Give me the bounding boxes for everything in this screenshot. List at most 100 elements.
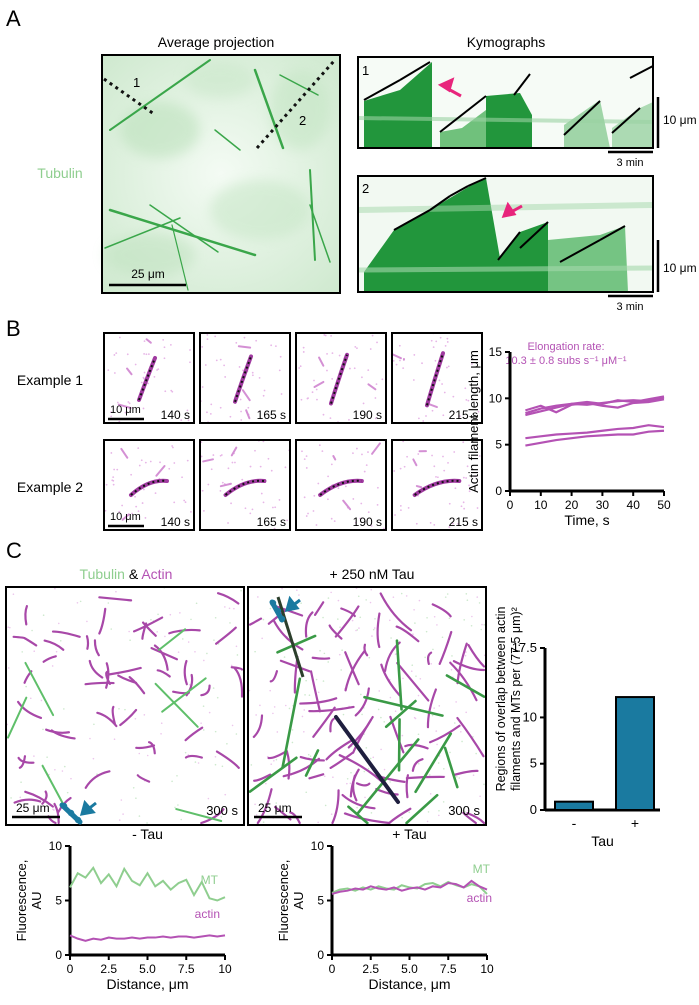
kymo2-vscale-label: 10 μm <box>663 261 697 275</box>
actin-series-label: actin <box>467 891 492 905</box>
y-tick-label: 10 <box>489 391 503 405</box>
actin-filament <box>313 658 329 659</box>
x-axis-label: Distance, μm <box>107 976 189 992</box>
y-tick-label: 0 <box>530 802 537 817</box>
time-stamp: 190 s <box>353 515 382 529</box>
tubulin-label: Tubulin <box>37 165 82 181</box>
actin-filament <box>407 775 408 797</box>
example-1-label: Example 1 <box>17 372 83 388</box>
y-tick-label: 5 <box>317 894 324 908</box>
timelapse-tile: 190 s <box>296 439 386 530</box>
time-stamp: 165 s <box>257 408 286 422</box>
y-tick-label: 15 <box>489 345 503 359</box>
x-tick-label: 10 <box>534 498 548 512</box>
actin-filament <box>87 636 88 649</box>
legend-actin: Actin <box>141 566 172 582</box>
kymograph-1: 1 <box>358 57 653 148</box>
linescan-dot <box>275 608 281 614</box>
scalebar-25um-label: 25 μm <box>131 267 165 281</box>
avg-projection-title: Average projection <box>158 34 274 50</box>
kymo2-hscale-label: 3 min <box>617 301 644 313</box>
time-stamp: 300 s <box>206 803 238 818</box>
example-2-label: Example 2 <box>17 479 83 495</box>
actin-filament <box>14 637 25 638</box>
y-tick-label: 0 <box>317 948 324 962</box>
timelapse-tile: 140 s 10 μm <box>104 333 194 423</box>
mt-series-label: MT <box>201 873 219 887</box>
y-tick-label: 10 <box>49 839 63 853</box>
image-minus-tau: 25 μm 300 s <box>6 587 244 825</box>
time-stamp: 165 s <box>257 515 286 529</box>
scalebar-25um-label: 25 μm <box>258 801 292 815</box>
legend-line: Tubulin & Actin <box>80 566 173 582</box>
linescan-1-label: 1 <box>133 75 140 90</box>
linescan-dot <box>68 810 74 816</box>
category-label: + <box>631 815 639 831</box>
y-tick-label: 10 <box>523 709 537 724</box>
legend-tubulin: Tubulin <box>80 566 125 582</box>
elongation-title-2: 10.3 ± 0.8 subs s⁻¹ μM⁻¹ <box>505 355 627 367</box>
x-tick-label: 10 <box>218 962 232 976</box>
kymograph-1-label: 1 <box>362 63 369 78</box>
y-axis-label: Fluorescence,AU <box>14 860 44 942</box>
scalebar-25um-label: 25 μm <box>16 801 50 815</box>
linescan-dot <box>75 817 81 823</box>
x-tick-label: 5.0 <box>401 962 418 976</box>
y-tick-label: 0 <box>55 948 62 962</box>
panel-c-letter: C <box>6 538 22 563</box>
linescan-dot <box>61 803 67 809</box>
image-plus-tau: 25 μm 300 s <box>247 586 486 825</box>
microtubule <box>399 719 400 770</box>
average-projection-image: 1 2 25 μm <box>102 55 340 293</box>
profile-title: - Tau <box>132 826 163 842</box>
mt-series-label: MT <box>473 862 491 876</box>
kymograph-2: 2 <box>358 176 653 292</box>
bar-minus <box>555 802 593 810</box>
panel-b-timelapse-grid: 140 s 10 μm 165 s 190 s 215 s 140 s 10 μm 165 s… <box>103 332 482 531</box>
x-tick-label: 0 <box>507 498 514 512</box>
kymo1-hscale-label: 3 min <box>617 157 644 169</box>
profile-title: + Tau <box>392 826 426 842</box>
y-axis-label: Regions of overlap between actinfilament… <box>494 607 523 792</box>
time-stamp: 215 s <box>449 515 478 529</box>
kymographs-title: Kymographs <box>467 34 546 50</box>
x-axis-label: Tau <box>591 833 614 849</box>
elongation-title-1: Elongation rate: <box>527 341 604 353</box>
x-tick-label: 7.5 <box>440 962 457 976</box>
x-axis-label: Time, s <box>564 512 609 528</box>
y-tick-label: 10 <box>311 839 325 853</box>
scalebar-10um-label: 10 μm <box>110 511 141 523</box>
x-tick-label: 7.5 <box>178 962 195 976</box>
time-stamp: 300 s <box>448 803 480 818</box>
timelapse-tile: 165 s <box>200 332 290 423</box>
category-label: - <box>572 815 577 831</box>
elongation-chart: Elongation rate: 10.3 ± 0.8 subs s⁻¹ μM⁻… <box>466 341 671 528</box>
kymo1-vscale-label: 10 μm <box>663 113 697 127</box>
scalebar-10um-label: 10 μm <box>110 404 141 416</box>
x-tick-label: 30 <box>596 498 610 512</box>
legend-amp: & <box>125 566 141 582</box>
x-tick-label: 50 <box>657 498 671 512</box>
y-axis-label: Fluorescence,AU <box>276 860 306 942</box>
x-axis-label: Distance, μm <box>369 976 451 992</box>
timelapse-tile: 190 s <box>296 333 386 423</box>
series-actin <box>70 935 225 940</box>
x-tick-label: 0 <box>329 962 336 976</box>
timelapse-tile: 165 s <box>200 439 290 531</box>
linescan-2-label: 2 <box>299 113 306 128</box>
x-tick-label: 10 <box>480 962 494 976</box>
y-axis-label: Actin filament length, μm <box>466 350 481 493</box>
panel-b-letter: B <box>6 316 21 341</box>
x-tick-label: 5.0 <box>139 962 156 976</box>
y-tick-label: 5 <box>530 756 537 771</box>
plus-tau-title: + 250 nM Tau <box>330 566 415 582</box>
x-tick-label: 20 <box>565 498 579 512</box>
x-tick-label: 2.5 <box>362 962 379 976</box>
time-stamp: 140 s <box>161 408 190 422</box>
x-tick-label: 2.5 <box>100 962 117 976</box>
linescan-dot <box>270 600 276 606</box>
